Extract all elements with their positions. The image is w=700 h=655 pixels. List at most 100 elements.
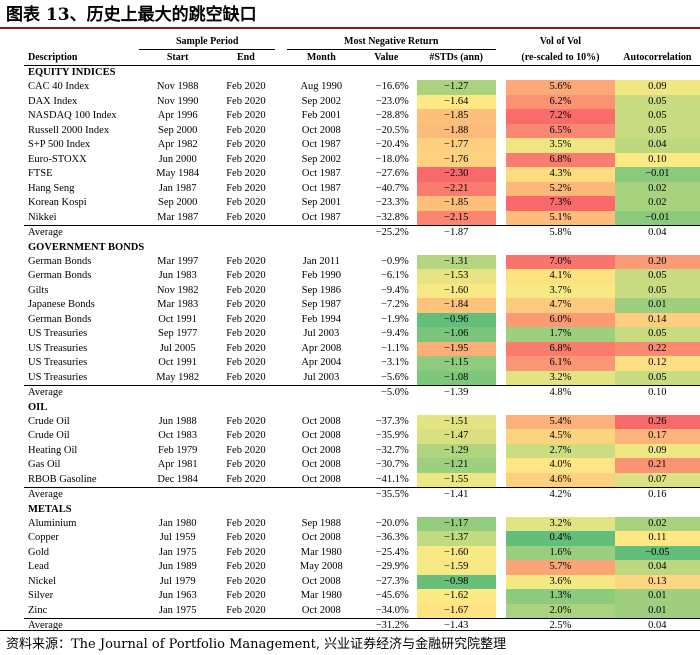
section-header: METALS [24, 503, 700, 517]
row-vol-of-vol: 6.0% [506, 312, 615, 327]
row-month: Oct 2008 [301, 575, 341, 587]
row-autocorrelation: 0.05 [614, 94, 700, 109]
row-stds: −1.37 [416, 531, 496, 546]
table-row: Russell 2000 Index Sep 2000 Feb 2020 Oct 20… [24, 123, 700, 138]
row-spacer [275, 284, 286, 299]
row-spacer [275, 444, 286, 459]
row-spacer [275, 80, 286, 95]
row-value: −35.9% [375, 430, 409, 441]
row-value: −9.4% [380, 284, 409, 296]
row-spacer [216, 487, 276, 503]
row-autocorrelation: 0.01 [614, 603, 700, 619]
row-stds: −1.47 [416, 429, 496, 444]
row-end: Feb 2020 [226, 182, 266, 194]
average-row: Average −35.5% −1.41 4.2% 0.16 [24, 487, 700, 503]
row-spacer [496, 531, 507, 546]
header-description: Description [24, 49, 139, 66]
table-row: Crude Oil Oct 1983 Feb 2020 Oct 2008 −35.9% −… [24, 429, 700, 444]
table-row: NASDAQ 100 Index Apr 1996 Feb 2020 Feb 2001… [24, 109, 700, 124]
row-stds: −1.95 [416, 341, 496, 356]
row-month: Sep 1986 [301, 284, 341, 296]
row-vol-of-vol: 7.3% [506, 196, 615, 211]
row-spacer [138, 225, 217, 241]
row-month: Aug 1990 [300, 81, 343, 92]
row-value: −6.1% [380, 270, 409, 281]
row-value: −41.1% [375, 473, 409, 485]
row-vol-of-vol: 1.7% [506, 327, 615, 342]
row-month: Feb 2001 [301, 110, 341, 121]
row-autocorrelation: 0.05 [614, 123, 700, 138]
row-description: Hang Seng [28, 182, 75, 194]
row-description: CAC 40 Index [28, 81, 90, 92]
row-month: Oct 2008 [301, 444, 341, 456]
row-vol-of-vol: 2.7% [506, 443, 615, 458]
row-stds: −1.84 [416, 298, 496, 313]
table-row: US Treasuries Oct 1991 Feb 2020 Apr 2004 −3.… [24, 356, 700, 371]
average-stds: −1.39 [416, 385, 496, 401]
row-start: Jun 1989 [158, 561, 197, 572]
row-start: Mar 1983 [157, 299, 199, 310]
average-value: −25.2% [355, 225, 417, 241]
row-end: Feb 2020 [226, 357, 266, 368]
row-value: −7.2% [380, 299, 409, 310]
average-autocorrelation: 0.16 [614, 487, 700, 503]
row-spacer [138, 618, 217, 634]
row-stds: −0.98 [416, 574, 496, 589]
row-spacer [275, 138, 286, 153]
row-stds: −1.76 [416, 152, 496, 167]
table-row: Japanese Bonds Mar 1983 Feb 2020 Sep 1987 −7… [24, 298, 700, 313]
row-spacer [275, 313, 286, 328]
row-spacer [496, 415, 507, 430]
row-autocorrelation: 0.09 [614, 80, 700, 95]
average-vol-of-vol: 4.2% [506, 487, 615, 503]
row-spacer [275, 458, 286, 473]
row-end: Feb 2020 [226, 168, 266, 179]
row-stds: −2.30 [416, 167, 496, 182]
table-row: DAX Index Nov 1990 Feb 2020 Sep 2002 −23.0% −… [24, 94, 700, 109]
row-vol-of-vol: 4.3% [506, 167, 615, 182]
row-description: Gold [28, 546, 49, 558]
row-spacer [496, 269, 507, 284]
table-row: Lead Jun 1989 Feb 2020 May 2008 −29.9% −1.59 5… [24, 560, 700, 575]
row-spacer [275, 211, 286, 226]
row-spacer [496, 313, 507, 328]
row-autocorrelation: 0.13 [614, 574, 700, 589]
average-autocorrelation: 0.04 [614, 225, 700, 241]
row-end: Feb 2020 [226, 517, 266, 529]
table-row: Gilts Nov 1982 Feb 2020 Sep 1986 −9.4% −1.60 3… [24, 283, 700, 299]
row-spacer [216, 618, 276, 634]
table-row: German Bonds Mar 1997 Feb 2020 Jan 2011 −0.9… [24, 254, 700, 269]
row-spacer [275, 269, 286, 284]
row-autocorrelation: 0.01 [614, 298, 700, 313]
row-start: Jul 2005 [159, 342, 196, 354]
table-row: Gold Jan 1975 Feb 2020 Mar 1980 −25.4% −1.60 1… [24, 545, 700, 560]
row-spacer [275, 109, 286, 124]
row-start: Oct 1991 [158, 313, 198, 325]
row-description: NASDAQ 100 Index [28, 110, 117, 121]
row-month: Feb 1994 [301, 313, 341, 325]
row-spacer [496, 589, 507, 604]
row-stds: −1.85 [416, 109, 496, 124]
row-value: −16.6% [375, 81, 409, 92]
row-autocorrelation: 0.21 [614, 458, 700, 473]
row-end: Feb 2020 [226, 473, 266, 485]
average-label: Average [24, 487, 139, 503]
row-month: Sep 2002 [301, 153, 341, 165]
row-description: US Treasuries [28, 342, 88, 354]
row-vol-of-vol: 3.7% [506, 283, 615, 298]
row-vol-of-vol: 5.4% [506, 414, 615, 429]
row-spacer [495, 385, 507, 401]
row-vol-of-vol: 6.2% [506, 94, 615, 109]
row-autocorrelation: 0.20 [614, 254, 700, 269]
row-vol-of-vol: 5.6% [506, 80, 615, 95]
row-description: Aluminium [28, 517, 77, 529]
row-start: Dec 1984 [157, 473, 198, 485]
row-value: −23.0% [375, 95, 409, 107]
row-vol-of-vol: 6.8% [506, 152, 615, 167]
row-spacer [275, 473, 286, 488]
row-vol-of-vol: 5.7% [506, 560, 615, 575]
section-title: EQUITY INDICES [28, 67, 116, 78]
row-vol-of-vol: 1.6% [506, 545, 615, 560]
table-row: Heating Oil Feb 1979 Feb 2020 Oct 2008 −32.7… [24, 443, 700, 459]
section-title: METALS [28, 503, 72, 515]
